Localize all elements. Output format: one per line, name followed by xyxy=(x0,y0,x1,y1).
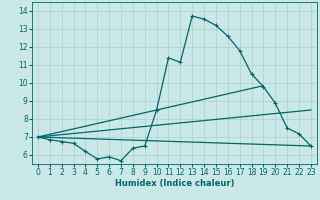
X-axis label: Humidex (Indice chaleur): Humidex (Indice chaleur) xyxy=(115,179,234,188)
